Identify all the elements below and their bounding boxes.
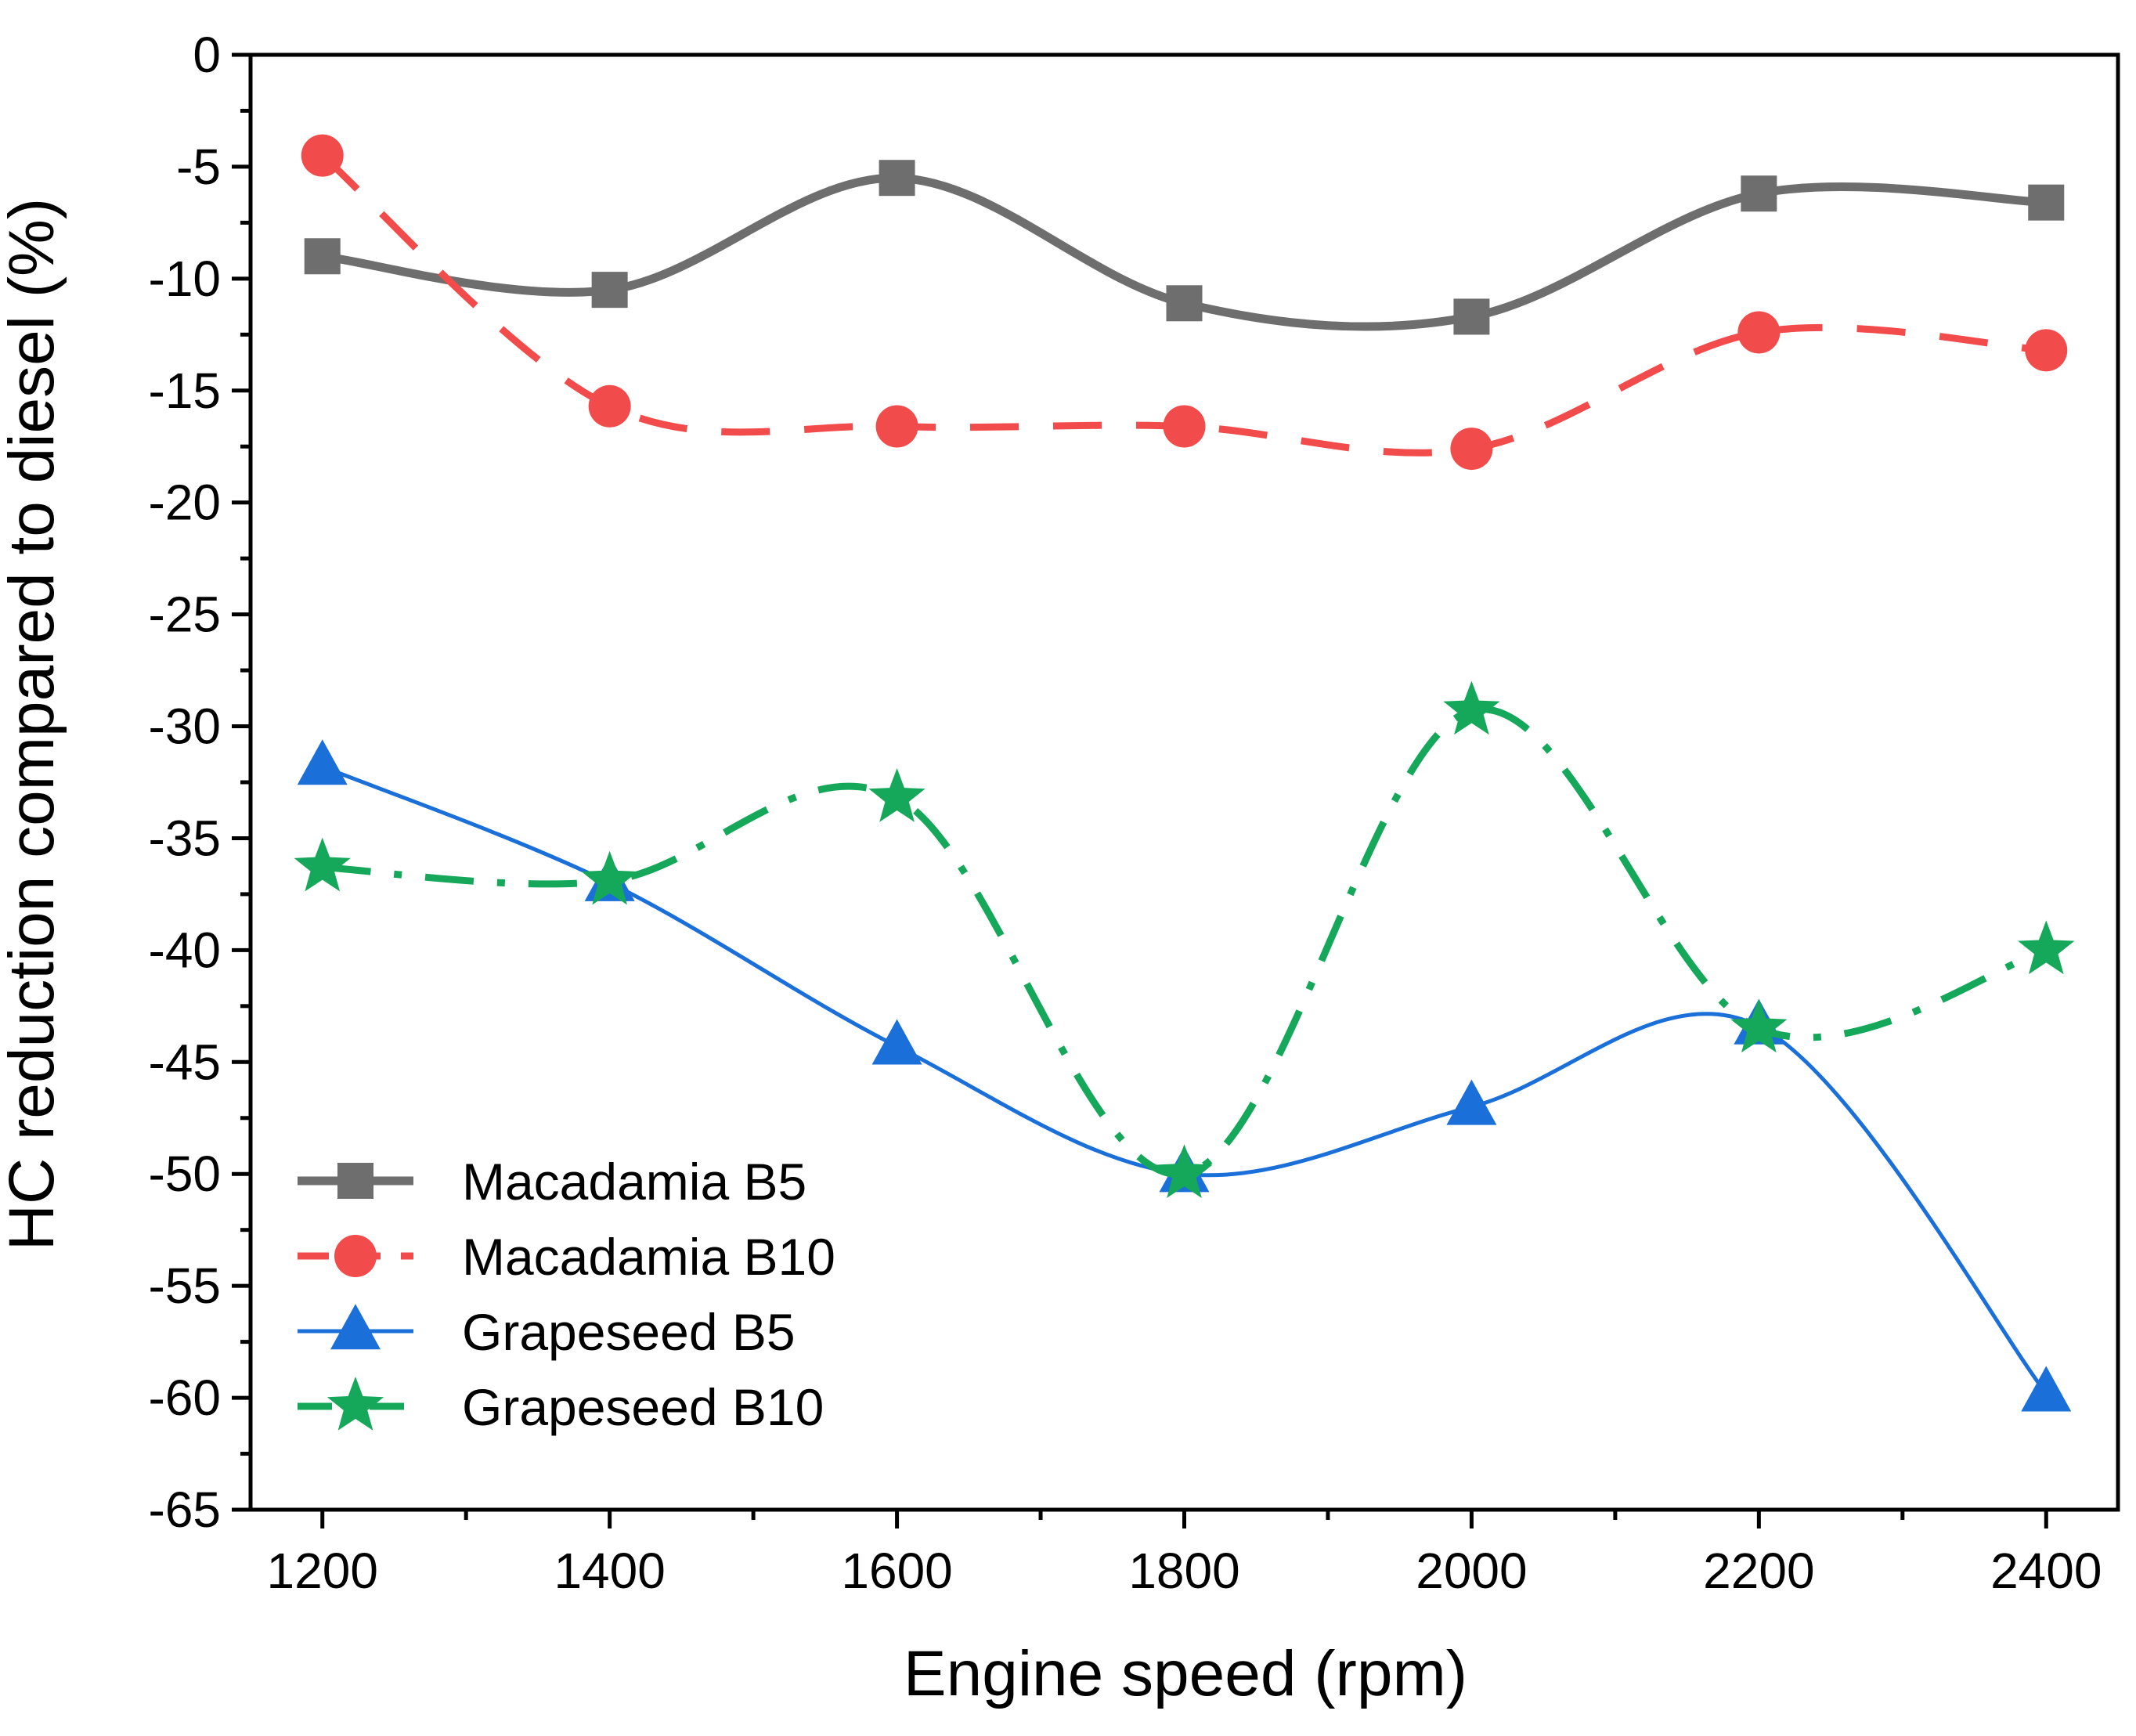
data-point-macadamia-b5-2200 — [1741, 175, 1777, 212]
data-point-macadamia-b5-2000 — [1453, 298, 1490, 335]
plot-area — [294, 134, 2075, 1412]
axes: 0 -5 -10 -15 -20 -25 -30 -35 -40 -45 -50 -55 -60 -65 1… — [149, 27, 2120, 1599]
y-tick-label: -60 — [149, 1370, 222, 1426]
legend-label-macadamia-b10: Macadamia B10 — [462, 1228, 835, 1286]
data-point-macadamia-b10-1600 — [875, 405, 918, 448]
data-point-grapeseed-b10-1600 — [868, 768, 925, 822]
legend-marker-grapeseed-b10 — [327, 1377, 384, 1431]
plot-frame — [248, 52, 2120, 1512]
data-point-macadamia-b10-1200 — [301, 134, 344, 177]
y-tick-label: -20 — [149, 475, 222, 531]
y-tick-label: -50 — [149, 1146, 222, 1202]
data-point-grapeseed-b5-1600 — [871, 1019, 922, 1065]
data-point-grapeseed-b5-2400 — [2021, 1366, 2072, 1412]
legend-label-grapeseed-b5: Grapeseed B5 — [462, 1303, 796, 1361]
data-point-macadamia-b10-2000 — [1450, 428, 1493, 471]
y-tick-label: -5 — [176, 139, 221, 195]
x-tick-label: 1400 — [554, 1543, 665, 1599]
legend-label-macadamia-b5: Macadamia B5 — [462, 1153, 806, 1211]
y-tick-label: -45 — [149, 1034, 222, 1090]
data-point-grapeseed-b10-1800 — [1156, 1144, 1213, 1198]
x-tick-label: 1200 — [267, 1543, 378, 1599]
series-line-grapeseed-b5 — [321, 764, 2048, 1395]
x-tick-label: 2000 — [1416, 1543, 1527, 1599]
data-point-macadamia-b5-1800 — [1166, 285, 1203, 322]
data-point-grapeseed-b10-2000 — [1443, 680, 1500, 735]
y-tick-label: -40 — [149, 922, 222, 978]
data-point-macadamia-b10-2200 — [1737, 311, 1781, 354]
data-point-macadamia-b10-1400 — [588, 384, 631, 428]
y-tick-label: -25 — [149, 586, 222, 643]
data-point-grapeseed-b10-2400 — [2018, 920, 2075, 975]
data-point-macadamia-b5-1600 — [879, 160, 915, 197]
y-axis-title: HC reduction compared to diesel (%) — [0, 198, 67, 1251]
y-tick-label: -10 — [149, 251, 222, 307]
x-tick-label: 1600 — [841, 1543, 952, 1599]
y-tick-label: -35 — [149, 810, 222, 866]
x-axis-title: Engine speed (rpm) — [904, 1638, 1467, 1709]
x-tick-label: 2400 — [1990, 1543, 2102, 1599]
y-tick-label: -55 — [149, 1258, 222, 1314]
data-point-grapeseed-b10-2200 — [1730, 998, 1788, 1053]
y-tick-label: -15 — [149, 363, 222, 419]
legend-marker-grapeseed-b5 — [330, 1304, 381, 1350]
legend-label-grapeseed-b10: Grapeseed B10 — [462, 1378, 824, 1436]
data-point-grapeseed-b5-1200 — [297, 739, 348, 785]
y-tick-label: -30 — [149, 698, 222, 755]
data-point-macadamia-b10-1800 — [1163, 405, 1206, 448]
y-tick-label: -65 — [149, 1482, 222, 1538]
legend-marker-macadamia-b5 — [337, 1163, 373, 1199]
data-point-grapeseed-b5-2000 — [1446, 1079, 1497, 1125]
legend: Macadamia B5 Macadamia B10 Grapeseed B5 Gra… — [298, 1153, 835, 1436]
legend-marker-macadamia-b10 — [334, 1235, 377, 1277]
series-line-grapeseed-b10 — [322, 706, 2048, 1178]
data-point-grapeseed-b10-1200 — [294, 837, 351, 892]
x-tick-label: 1800 — [1128, 1543, 1239, 1599]
y-tick-label: 0 — [193, 27, 221, 83]
x-tick-label: 2200 — [1703, 1543, 1814, 1599]
data-point-grapeseed-b10-1400 — [581, 850, 638, 905]
data-point-macadamia-b5-1200 — [304, 238, 341, 275]
data-point-macadamia-b5-1400 — [591, 272, 628, 309]
data-point-macadamia-b5-2400 — [2028, 184, 2065, 221]
data-point-macadamia-b10-2400 — [2025, 329, 2068, 372]
